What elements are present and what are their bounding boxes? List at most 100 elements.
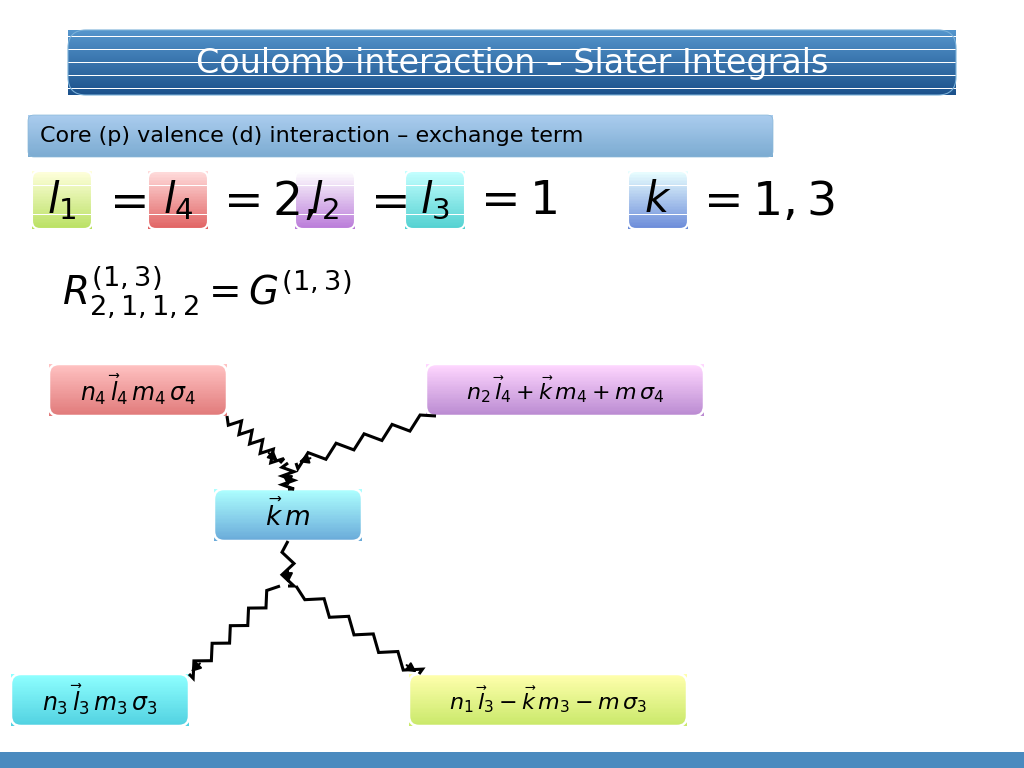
Bar [628,193,688,194]
Bar [409,710,687,712]
Bar [628,181,688,183]
Bar [214,498,362,499]
Bar [11,718,189,720]
Bar [49,376,227,377]
Bar [406,173,465,174]
Bar [214,499,362,501]
Bar [214,524,362,525]
Bar [28,152,773,153]
Bar [32,200,92,201]
Bar [628,200,688,201]
Bar [11,709,189,710]
Bar [426,399,705,400]
Bar [49,412,227,413]
Bar [68,83,956,84]
Bar [11,692,189,694]
Bar [49,398,227,399]
Bar [628,212,688,213]
Bar [68,46,956,48]
Bar [68,35,956,37]
Bar [11,721,189,722]
Bar [28,127,773,129]
Bar [406,188,465,190]
Bar [409,694,687,695]
Bar [28,117,773,118]
Bar [295,177,355,178]
Bar [68,31,956,32]
Bar [406,226,465,227]
Bar [28,144,773,145]
Bar [426,373,705,375]
Bar [0,752,1024,768]
Bar [409,701,687,703]
Bar [32,193,92,194]
Bar [406,177,465,178]
Bar [628,188,688,190]
Bar [28,136,773,137]
Bar [148,226,208,227]
Bar [295,190,355,191]
Bar [148,203,208,204]
Bar [409,703,687,704]
Bar [214,518,362,519]
Bar [148,213,208,214]
Bar [148,175,208,177]
Bar [49,400,227,402]
Bar [28,124,773,125]
Bar [406,183,465,184]
Bar [214,497,362,498]
Bar [11,703,189,704]
Bar [214,514,362,515]
Bar [406,203,465,204]
Bar [68,79,956,80]
Bar [295,222,355,223]
Bar [32,188,92,190]
Bar [406,209,465,210]
Bar [49,373,227,375]
Bar [406,178,465,180]
Bar [68,30,956,31]
Bar [295,186,355,187]
Bar [628,213,688,214]
Bar [32,194,92,196]
Bar [68,40,956,41]
Bar [28,122,773,124]
Bar [148,214,208,216]
Text: Coulomb interaction – Slater Integrals: Coulomb interaction – Slater Integrals [196,47,828,80]
Bar [11,679,189,680]
Bar [68,77,956,78]
Bar [68,85,956,86]
Bar [628,217,688,219]
Bar [68,82,956,83]
Bar [214,508,362,510]
Bar [32,173,92,174]
Bar [214,540,362,541]
Bar [426,389,705,390]
Bar [628,226,688,227]
Bar [32,187,92,188]
Bar [32,206,92,207]
Bar [148,207,208,209]
Bar [32,209,92,210]
Bar [295,201,355,203]
Bar [11,674,189,675]
Bar [28,115,773,116]
Bar [426,375,705,376]
Bar [295,212,355,213]
Bar [28,130,773,131]
Bar [32,171,92,173]
Bar [28,134,773,135]
Bar [214,489,362,490]
Bar [148,210,208,212]
Bar [409,691,687,692]
Bar [68,57,956,58]
Bar [11,717,189,718]
Bar [11,705,189,707]
Bar [295,174,355,175]
Bar [28,118,773,119]
Bar [68,53,956,54]
Bar [295,220,355,222]
Bar [406,216,465,217]
Bar [11,713,189,714]
Bar [49,389,227,390]
